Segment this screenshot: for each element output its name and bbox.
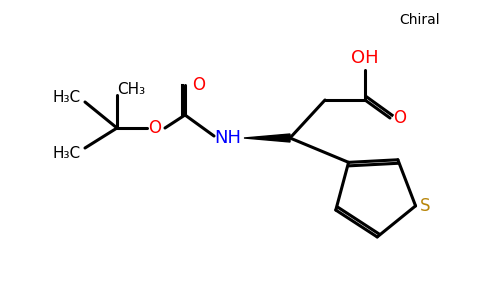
Text: S: S (420, 197, 431, 215)
Text: O: O (393, 109, 407, 127)
Text: O: O (193, 76, 206, 94)
Text: CH₃: CH₃ (117, 82, 145, 98)
Polygon shape (244, 134, 290, 142)
Text: H₃C: H₃C (53, 146, 81, 160)
Text: OH: OH (351, 49, 379, 67)
Text: O: O (149, 119, 162, 137)
Text: NH: NH (214, 129, 242, 147)
Text: H₃C: H₃C (53, 89, 81, 104)
Text: Chiral: Chiral (400, 13, 440, 27)
